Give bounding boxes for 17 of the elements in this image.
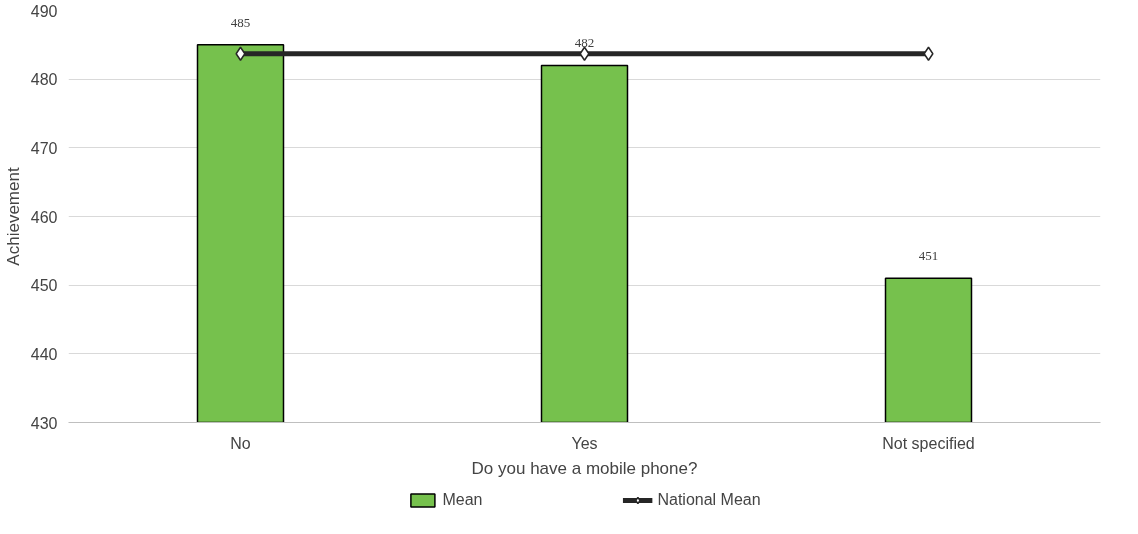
y-tick-label: 480 [30,71,58,89]
y-tick-label: 430 [30,414,58,432]
y-tick-label: 460 [30,208,58,226]
legend-label: Mean [442,491,483,509]
legend-label: National Mean [657,491,761,509]
data-label: 482 [574,35,595,51]
data-label: 451 [918,248,939,264]
y-axis-title: Achievement [3,167,23,266]
y-tick-label: 440 [30,345,58,363]
x-axis-title: Do you have a mobile phone? [471,458,698,478]
x-tick-label: Yes [571,434,598,452]
y-tick-label: 450 [30,277,58,295]
data-label: 485 [230,14,251,30]
x-tick-label: No [230,434,251,452]
y-tick-label: 490 [30,2,58,20]
x-tick-label: Not specified [882,434,975,452]
y-tick-label: 470 [30,139,58,157]
